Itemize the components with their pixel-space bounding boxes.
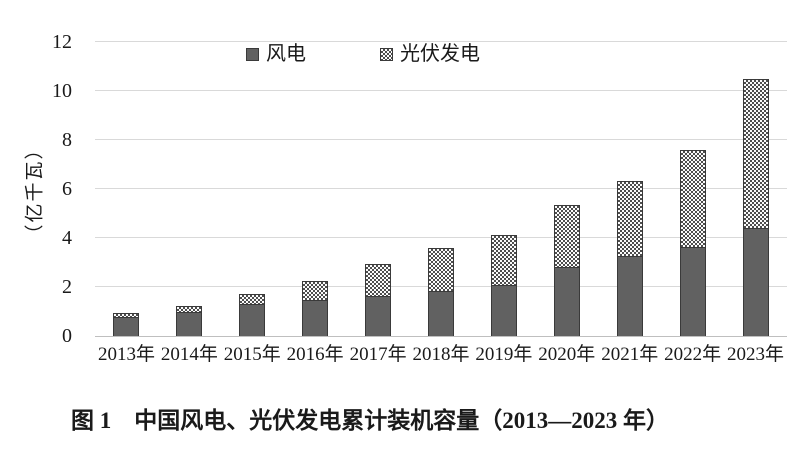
bar-2015年 (239, 293, 266, 336)
wind-segment (302, 299, 329, 336)
bar-2017年 (365, 263, 392, 336)
legend-item-wind: 风电 (246, 44, 306, 64)
solar-segment (616, 180, 643, 256)
x-axis-labels: 2013年 2014年 2015年 2016年 2017年 2018年 2019年 2020年… (95, 344, 787, 369)
gridline-6 (95, 188, 787, 189)
bar-2018年 (428, 248, 454, 336)
solar-segment (113, 312, 140, 318)
bar-2019年 (490, 234, 517, 336)
wind-segment (176, 312, 203, 336)
wind-segment (616, 255, 643, 336)
wind-segment (239, 304, 266, 336)
solar-segment (679, 150, 706, 247)
solar-segment (742, 78, 769, 228)
bar-2022年 (679, 150, 706, 336)
solar-segment (239, 293, 266, 305)
plot-area (95, 41, 787, 337)
solar-legend-label: 光伏发电 (400, 43, 480, 65)
y-tick-label-10: 10 (52, 80, 72, 102)
x-tick-label-2020年: 2020年 (538, 344, 596, 365)
y-axis-tick-labels: 0 2 4 6 8 10 12 (0, 32, 76, 346)
wind-legend-label: 风电 (266, 43, 306, 65)
solar-segment (365, 263, 392, 296)
gridline-10 (95, 90, 787, 91)
legend: 风电 光伏发电 (246, 44, 480, 64)
bar-2020年 (553, 205, 580, 336)
wind-segment (553, 267, 580, 336)
x-tick-label-2013年: 2013年 (97, 344, 155, 365)
gridline-12 (95, 41, 787, 42)
y-tick-label-6: 6 (62, 178, 72, 200)
solar-segment (428, 248, 454, 291)
wind-legend-swatch-icon (246, 47, 259, 61)
gridline-4 (95, 237, 787, 238)
wind-segment (428, 290, 454, 336)
x-tick-label-2022年: 2022年 (664, 344, 722, 365)
solar-segment (302, 280, 329, 300)
gridline-8 (95, 139, 787, 140)
x-tick-label-2018年: 2018年 (412, 344, 470, 365)
x-tick-label-2021年: 2021年 (601, 344, 659, 365)
bar-2014年 (176, 305, 203, 336)
bar-2023年 (742, 78, 769, 336)
wind-segment (679, 246, 706, 336)
figure-caption: 图 1 中国风电、光伏发电累计装机容量（2013—2023 年） (71, 408, 669, 433)
y-tick-label-4: 4 (62, 227, 72, 249)
x-tick-label-2014年: 2014年 (160, 344, 218, 365)
legend-item-solar: 光伏发电 (380, 44, 480, 64)
y-tick-label-0: 0 (62, 325, 72, 347)
solar-segment (176, 305, 203, 313)
x-tick-label-2023年: 2023年 (727, 344, 785, 365)
solar-legend-swatch-icon (380, 47, 393, 61)
x-tick-label-2017年: 2017年 (349, 344, 407, 365)
bar-2021年 (616, 180, 643, 336)
y-tick-label-8: 8 (62, 129, 72, 151)
y-tick-label-12: 12 (52, 31, 72, 53)
bar-2016年 (302, 280, 329, 336)
wind-segment (113, 317, 140, 336)
solar-segment (490, 234, 517, 285)
wind-segment (490, 284, 517, 336)
x-tick-label-2019年: 2019年 (475, 344, 533, 365)
wind-segment (365, 295, 392, 336)
bar-2013年 (113, 312, 140, 336)
y-tick-label-2: 2 (62, 276, 72, 298)
x-tick-label-2016年: 2016年 (286, 344, 344, 365)
x-tick-label-2015年: 2015年 (223, 344, 281, 365)
solar-segment (553, 205, 580, 268)
wind-segment (742, 227, 769, 336)
